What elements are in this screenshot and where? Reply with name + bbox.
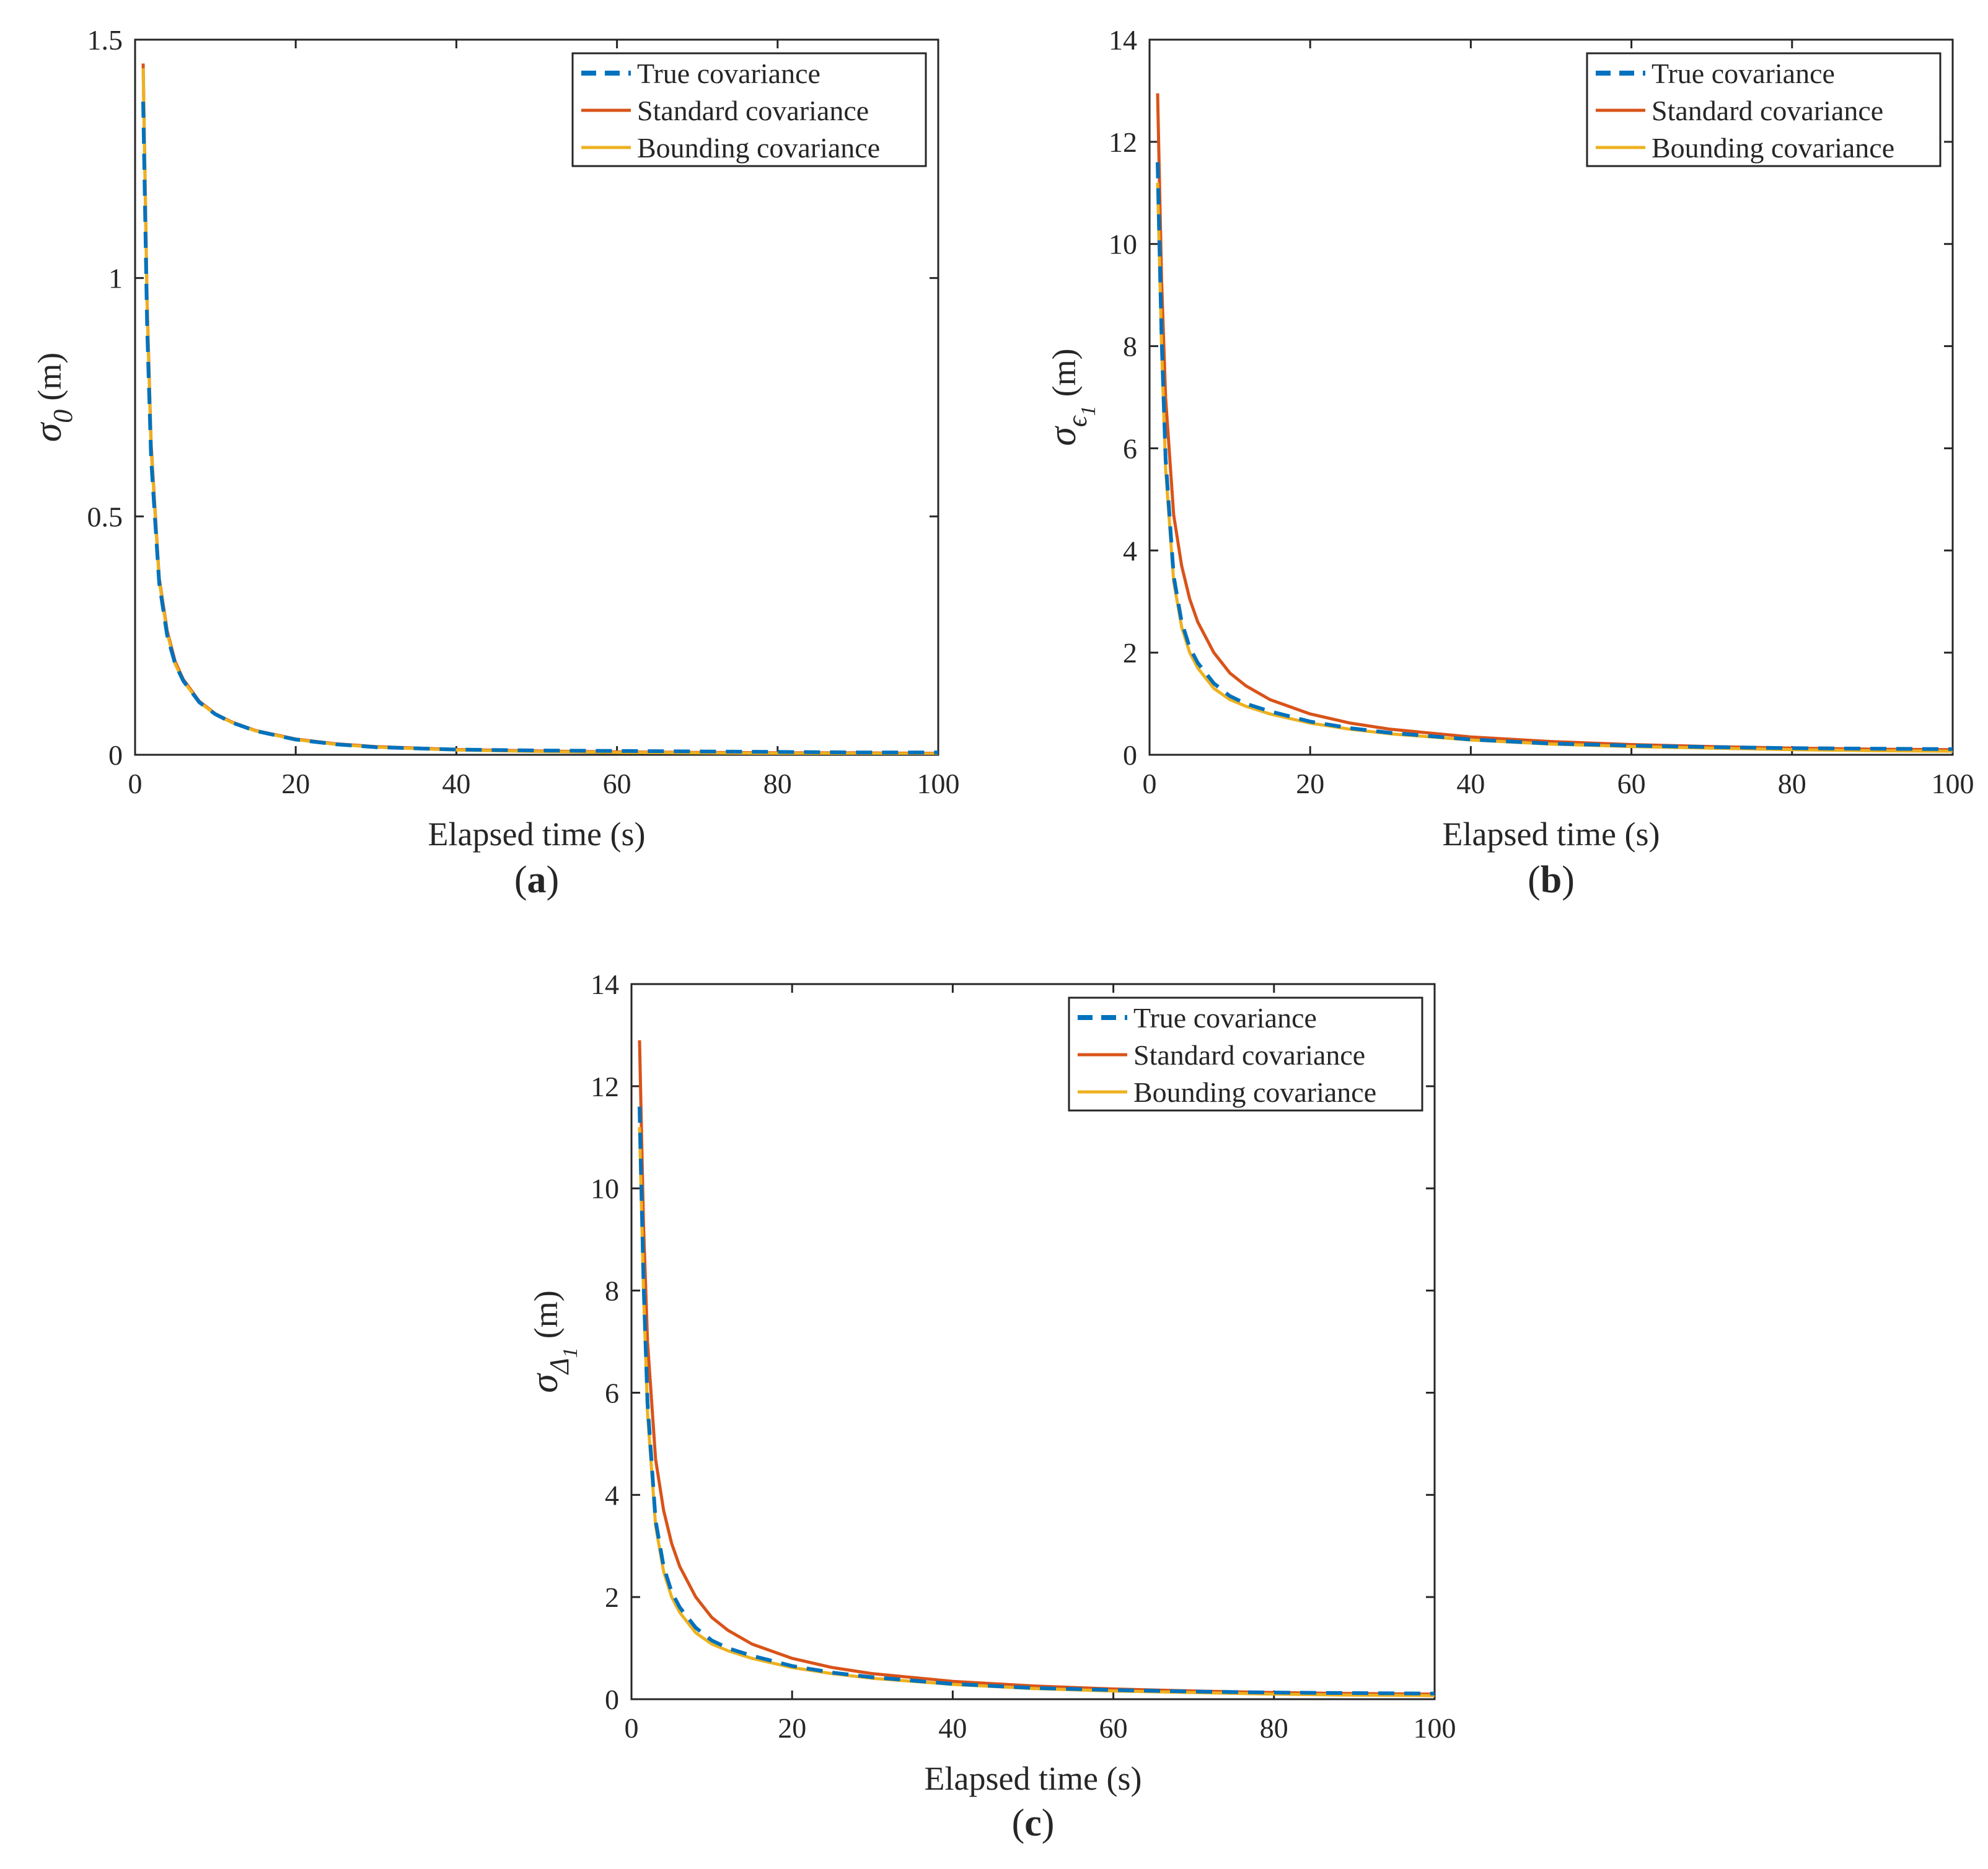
panel-label: (c) [1012,1802,1055,1844]
series-line-true-covariance [1156,162,1953,751]
y-tick-label: 12 [1109,126,1137,158]
x-tick-label: 60 [1617,768,1646,799]
x-tick-label: 60 [1099,1712,1128,1744]
x-axis-label: Elapsed time (s) [1443,816,1660,853]
x-axis-label: Elapsed time (s) [428,816,646,853]
x-tick-label: 100 [1932,768,1974,799]
panel-label: (a) [514,859,559,901]
y-tick-label: 2 [1123,637,1137,669]
x-tick-label: 80 [763,768,792,799]
y-tick-label: 10 [1109,229,1137,260]
x-tick-label: 20 [778,1712,806,1744]
legend-box [1068,996,1423,1112]
y-tick-label: 6 [1123,433,1137,464]
chart-panel-b: 0 20 40 60 80 100 0 2 4 6 8 10 12 14 Elapsed time (s) σ… [1042,24,1974,901]
legend-label: True covariance [1652,58,1835,89]
y-tick-label: 0 [108,739,123,771]
y-axis-label: σΔ1(m) [524,1290,582,1392]
legend-label: Bounding covariance [1652,132,1894,164]
panel-label: (b) [1528,859,1575,901]
legend: True covariance Standard covariance Boundi… [571,52,927,167]
chart-panel-c: 0 20 40 60 80 100 0 2 4 6 8 10 12 14 Elapsed time (s) σ… [524,969,1456,1844]
y-tick-label: 1.5 [87,24,123,56]
x-tick-label: 0 [625,1712,639,1744]
legend-box [571,52,927,167]
legend-label: True covariance [1133,1002,1317,1034]
legend: True covariance Standard covariance Boundi… [1586,52,1942,167]
legend-label: Bounding covariance [1133,1076,1376,1108]
x-tick-label: 100 [917,768,960,799]
y-tick-label: 14 [591,969,619,1000]
legend-box [1586,52,1942,167]
x-tick-label: 100 [1414,1712,1456,1744]
legend: True covariance Standard covariance Boundi… [1068,996,1423,1112]
x-axis-label: Elapsed time (s) [925,1760,1142,1797]
series-line-bounding-covariance [638,1127,1435,1697]
y-tick-label: 10 [591,1173,619,1205]
series-line-true-covariance [141,101,938,755]
y-tick-label: 8 [605,1275,619,1307]
y-tick-label: 6 [605,1377,619,1409]
x-tick-label: 60 [603,768,631,799]
x-tick-label: 80 [1778,768,1806,799]
legend-label: Bounding covariance [637,132,880,164]
y-tick-label: 14 [1109,24,1137,56]
legend-label: Standard covariance [1652,95,1883,126]
y-tick-label: 0 [1123,739,1137,771]
y-tick-label: 0.5 [87,501,123,532]
y-tick-label: 4 [1123,535,1137,566]
legend-label: Standard covariance [637,95,869,126]
x-tick-label: 0 [128,768,143,799]
legend-label: True covariance [637,58,820,89]
legend-label: Standard covariance [1133,1039,1365,1071]
series-line-bounding-covariance [1156,182,1953,753]
chart-panel-a: 0 20 40 60 80 100 0 0.5 1 1.5 Elapsed time (s) σ0(m… [27,24,960,901]
x-tick-label: 40 [938,1712,967,1744]
x-tick-label: 40 [1456,768,1485,799]
y-tick-label: 1 [108,263,123,294]
series-line-standard-covariance [1156,93,1953,752]
y-tick-label: 2 [605,1581,619,1613]
x-tick-label: 20 [1296,768,1324,799]
x-tick-label: 0 [1143,768,1157,799]
x-tick-label: 20 [281,768,310,799]
y-tick-label: 8 [1123,331,1137,363]
y-axis-label: σϵ1(m) [1042,348,1100,446]
y-tick-label: 4 [605,1479,619,1511]
y-axis-label: σ0(m) [27,353,78,442]
x-tick-label: 40 [442,768,470,799]
y-tick-label: 0 [605,1684,619,1715]
series-line-standard-covariance [638,1040,1435,1696]
x-tick-label: 80 [1260,1712,1288,1744]
y-tick-label: 12 [591,1071,619,1102]
series-line-true-covariance [638,1106,1435,1695]
